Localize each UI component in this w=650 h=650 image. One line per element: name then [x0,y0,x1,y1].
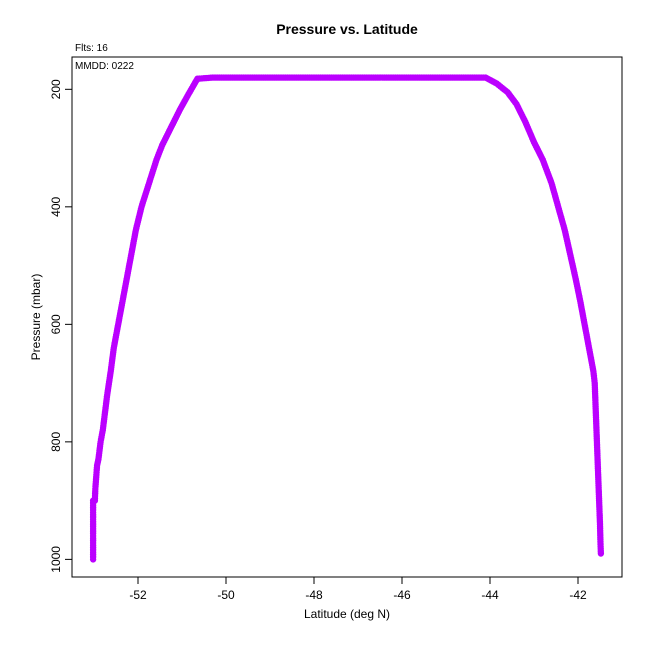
x-axis: -52 -50 -48 -46 -44 -42 [129,577,587,602]
x-tick-label: -44 [481,588,499,602]
x-tick-label: -48 [305,588,323,602]
y-tick-label: 800 [49,432,63,452]
x-tick-label: -50 [217,588,235,602]
x-axis-label: Latitude (deg N) [304,607,390,621]
data-point [597,536,604,543]
data-point [597,547,604,555]
x-tick-label: -42 [569,588,587,602]
y-tick-label: 200 [49,79,63,99]
data-point [242,74,249,81]
x-tick-label: -46 [393,588,411,602]
data-point [89,546,97,554]
y-tick-label: 600 [49,314,63,334]
y-tick-label: 400 [49,196,63,216]
data-points [89,74,605,563]
data-point [286,74,293,81]
y-axis: 200 400 600 800 1000 [49,79,72,573]
y-axis-label: Pressure (mbar) [29,274,43,361]
data-point [92,476,100,483]
data-point [89,535,97,542]
data-point [462,74,469,81]
mmdd-annotation: MMDD: 0222 [75,61,134,72]
chart-title: Pressure vs. Latitude [276,21,418,37]
data-point [418,74,425,81]
plot-area-frame [71,56,623,578]
data-point [89,523,97,530]
x-tick-label: -52 [129,588,147,602]
data-point [92,488,99,495]
data-point [374,74,381,81]
data-point [330,74,337,81]
y-tick-label: 1000 [49,546,63,573]
flights-annotation: Flts: 16 [75,43,108,54]
data-point [89,511,97,518]
